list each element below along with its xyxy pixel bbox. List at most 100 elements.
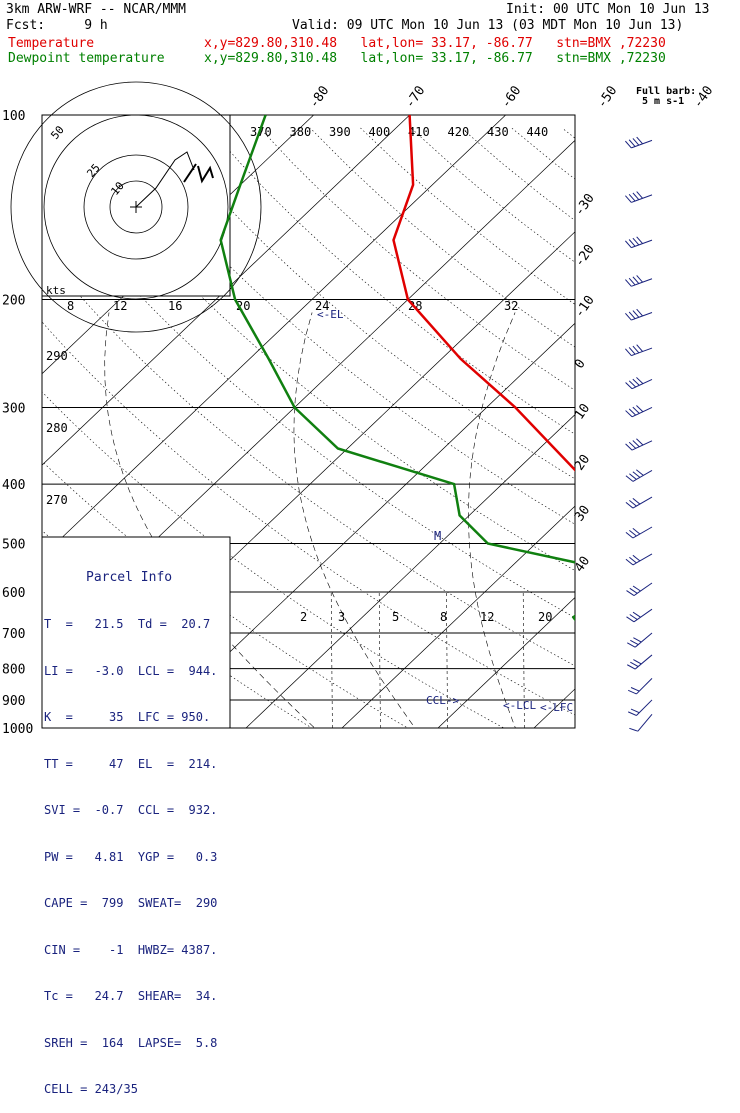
wind-barb-flag bbox=[633, 138, 639, 145]
moist-adiabat-line bbox=[712, 313, 740, 741]
mixing-ratio-tick-label: 2 bbox=[300, 610, 307, 624]
wind-barb-staff bbox=[633, 527, 652, 538]
wind-barb-flag bbox=[629, 442, 636, 448]
wind-barb-flag bbox=[633, 407, 640, 413]
wind-barb-flag bbox=[626, 532, 633, 538]
dry-adiabat-line bbox=[562, 128, 740, 740]
mixing-ratio-line bbox=[581, 592, 582, 728]
pressure-tick-label: 600 bbox=[2, 586, 25, 601]
wind-barb-flag bbox=[631, 687, 639, 691]
moist-adiabat-line bbox=[294, 313, 425, 741]
isotherm-tick-label: -10 bbox=[572, 293, 598, 321]
wind-barb-flag bbox=[633, 555, 640, 561]
mixing-ratio-line bbox=[667, 592, 668, 728]
lfc-marker: <-LFC bbox=[540, 701, 573, 714]
moist-adiabat-line bbox=[468, 313, 520, 741]
isotherm-line bbox=[150, 115, 740, 728]
wind-barb-flag bbox=[636, 439, 643, 445]
wind-barb-flag bbox=[627, 643, 635, 647]
theta-tick-label: 440 bbox=[527, 125, 549, 139]
mixing-ratio-line bbox=[379, 592, 380, 728]
mixing-ratio-tick-label: 20 bbox=[538, 610, 552, 624]
wind-barb-staff bbox=[631, 140, 652, 148]
wind-barb-flag bbox=[633, 238, 639, 245]
parcel-row: LI = -3.0 LCL = 944. bbox=[44, 664, 230, 680]
pressure-tick-label: 100 bbox=[2, 109, 25, 124]
wind-barb-flag bbox=[629, 240, 635, 247]
wind-barb-flag bbox=[626, 444, 633, 450]
parcel-info-title: Parcel Info bbox=[44, 569, 230, 586]
wind-barb-flag bbox=[629, 557, 636, 563]
wind-barb-flag bbox=[625, 313, 631, 320]
wind-barb-staff bbox=[636, 678, 652, 694]
wind-barb-flag bbox=[626, 502, 633, 508]
wind-barb-flag bbox=[629, 312, 635, 319]
theta-tick-label: 390 bbox=[329, 125, 351, 139]
parcel-row: TT = 47 EL = 214. bbox=[44, 757, 230, 773]
wind-barb-flag bbox=[633, 346, 639, 353]
wind-barb-flag bbox=[631, 709, 639, 713]
isotherm-line bbox=[534, 115, 740, 728]
wind-barb-staff bbox=[633, 554, 652, 565]
isotherm-line bbox=[630, 115, 740, 728]
mixing-ratio-tick-label: 12 bbox=[480, 610, 494, 624]
dry-adiabat-line bbox=[613, 128, 740, 740]
ccl-marker: CCL-> bbox=[426, 694, 459, 707]
wind-barb-staff bbox=[631, 348, 652, 356]
isotherm-tick-label: -60 bbox=[499, 83, 525, 111]
wind-barb-flag bbox=[626, 617, 633, 622]
wind-barb-flag bbox=[637, 192, 643, 199]
wind-barb-flag bbox=[630, 640, 638, 644]
wind-barb-staff bbox=[631, 313, 652, 321]
hodograph-speed-label: 12 bbox=[113, 299, 127, 313]
wind-barb-staff bbox=[633, 497, 652, 508]
parcel-row: T = 21.5 Td = 20.7 bbox=[44, 617, 230, 633]
wind-barb-flag bbox=[636, 470, 643, 476]
wind-barb-flag bbox=[628, 712, 636, 716]
pressure-tick-label: 500 bbox=[2, 537, 25, 552]
wind-barb-flag bbox=[633, 193, 639, 200]
wind-barb-flag bbox=[625, 241, 631, 248]
theta-tick-label: 400 bbox=[369, 125, 391, 139]
dry-adiabat-tick-label: 270 bbox=[46, 493, 68, 507]
el-marker: <-EL bbox=[317, 308, 344, 321]
wind-barb-flag bbox=[629, 474, 636, 480]
isotherm-line bbox=[246, 115, 740, 728]
wind-barb-flag bbox=[625, 349, 631, 356]
parcel-row: SREH = 164 LAPSE= 5.8 bbox=[44, 1036, 230, 1052]
hodograph-speed-label: 32 bbox=[504, 299, 518, 313]
pressure-tick-label: 200 bbox=[2, 294, 25, 309]
wind-barb-flag bbox=[633, 277, 639, 284]
wind-barb-flag bbox=[637, 345, 643, 352]
wind-barb-flag bbox=[630, 662, 638, 666]
wind-barb-flag bbox=[629, 278, 635, 285]
wind-barb-flag bbox=[625, 280, 631, 287]
wind-barb-flag bbox=[637, 309, 643, 316]
dry-adiabat-tick-label: 290 bbox=[46, 349, 68, 363]
hodograph-speed-label: 8 bbox=[67, 299, 74, 313]
wind-barb-flag bbox=[628, 690, 636, 694]
hodograph-speed-label: 16 bbox=[168, 299, 182, 313]
wind-barb-flag bbox=[629, 140, 635, 147]
wind-barb-flag bbox=[636, 405, 643, 411]
wind-barb-flag bbox=[633, 498, 640, 504]
parcel-row: Tc = 24.7 SHEAR= 34. bbox=[44, 989, 230, 1005]
parcel-row: K = 35 LFC = 950. bbox=[44, 710, 230, 726]
wind-barb-flag bbox=[629, 381, 636, 387]
wind-barb-flag bbox=[627, 665, 635, 669]
wind-barb-flag bbox=[633, 612, 640, 617]
wind-barb-staff bbox=[631, 195, 652, 203]
barb-legend-value: 5 m s-1 bbox=[642, 96, 684, 107]
hodograph-kts-label: kts bbox=[46, 284, 66, 297]
pressure-tick-label: 300 bbox=[2, 401, 25, 416]
isotherm-line bbox=[342, 115, 740, 728]
pressure-tick-label: 400 bbox=[2, 478, 25, 493]
wind-barb-flag bbox=[630, 588, 637, 593]
wind-barb-flag bbox=[633, 586, 640, 591]
wind-barb-flag bbox=[637, 237, 643, 244]
wind-barb-flag bbox=[636, 377, 643, 383]
parcel-row: PW = 4.81 YGP = 0.3 bbox=[44, 850, 230, 866]
parcel-row: CIN = -1 HWBZ= 4387. bbox=[44, 943, 230, 959]
pressure-tick-label: 1000 bbox=[2, 722, 33, 737]
wind-barb-flag bbox=[633, 379, 640, 385]
